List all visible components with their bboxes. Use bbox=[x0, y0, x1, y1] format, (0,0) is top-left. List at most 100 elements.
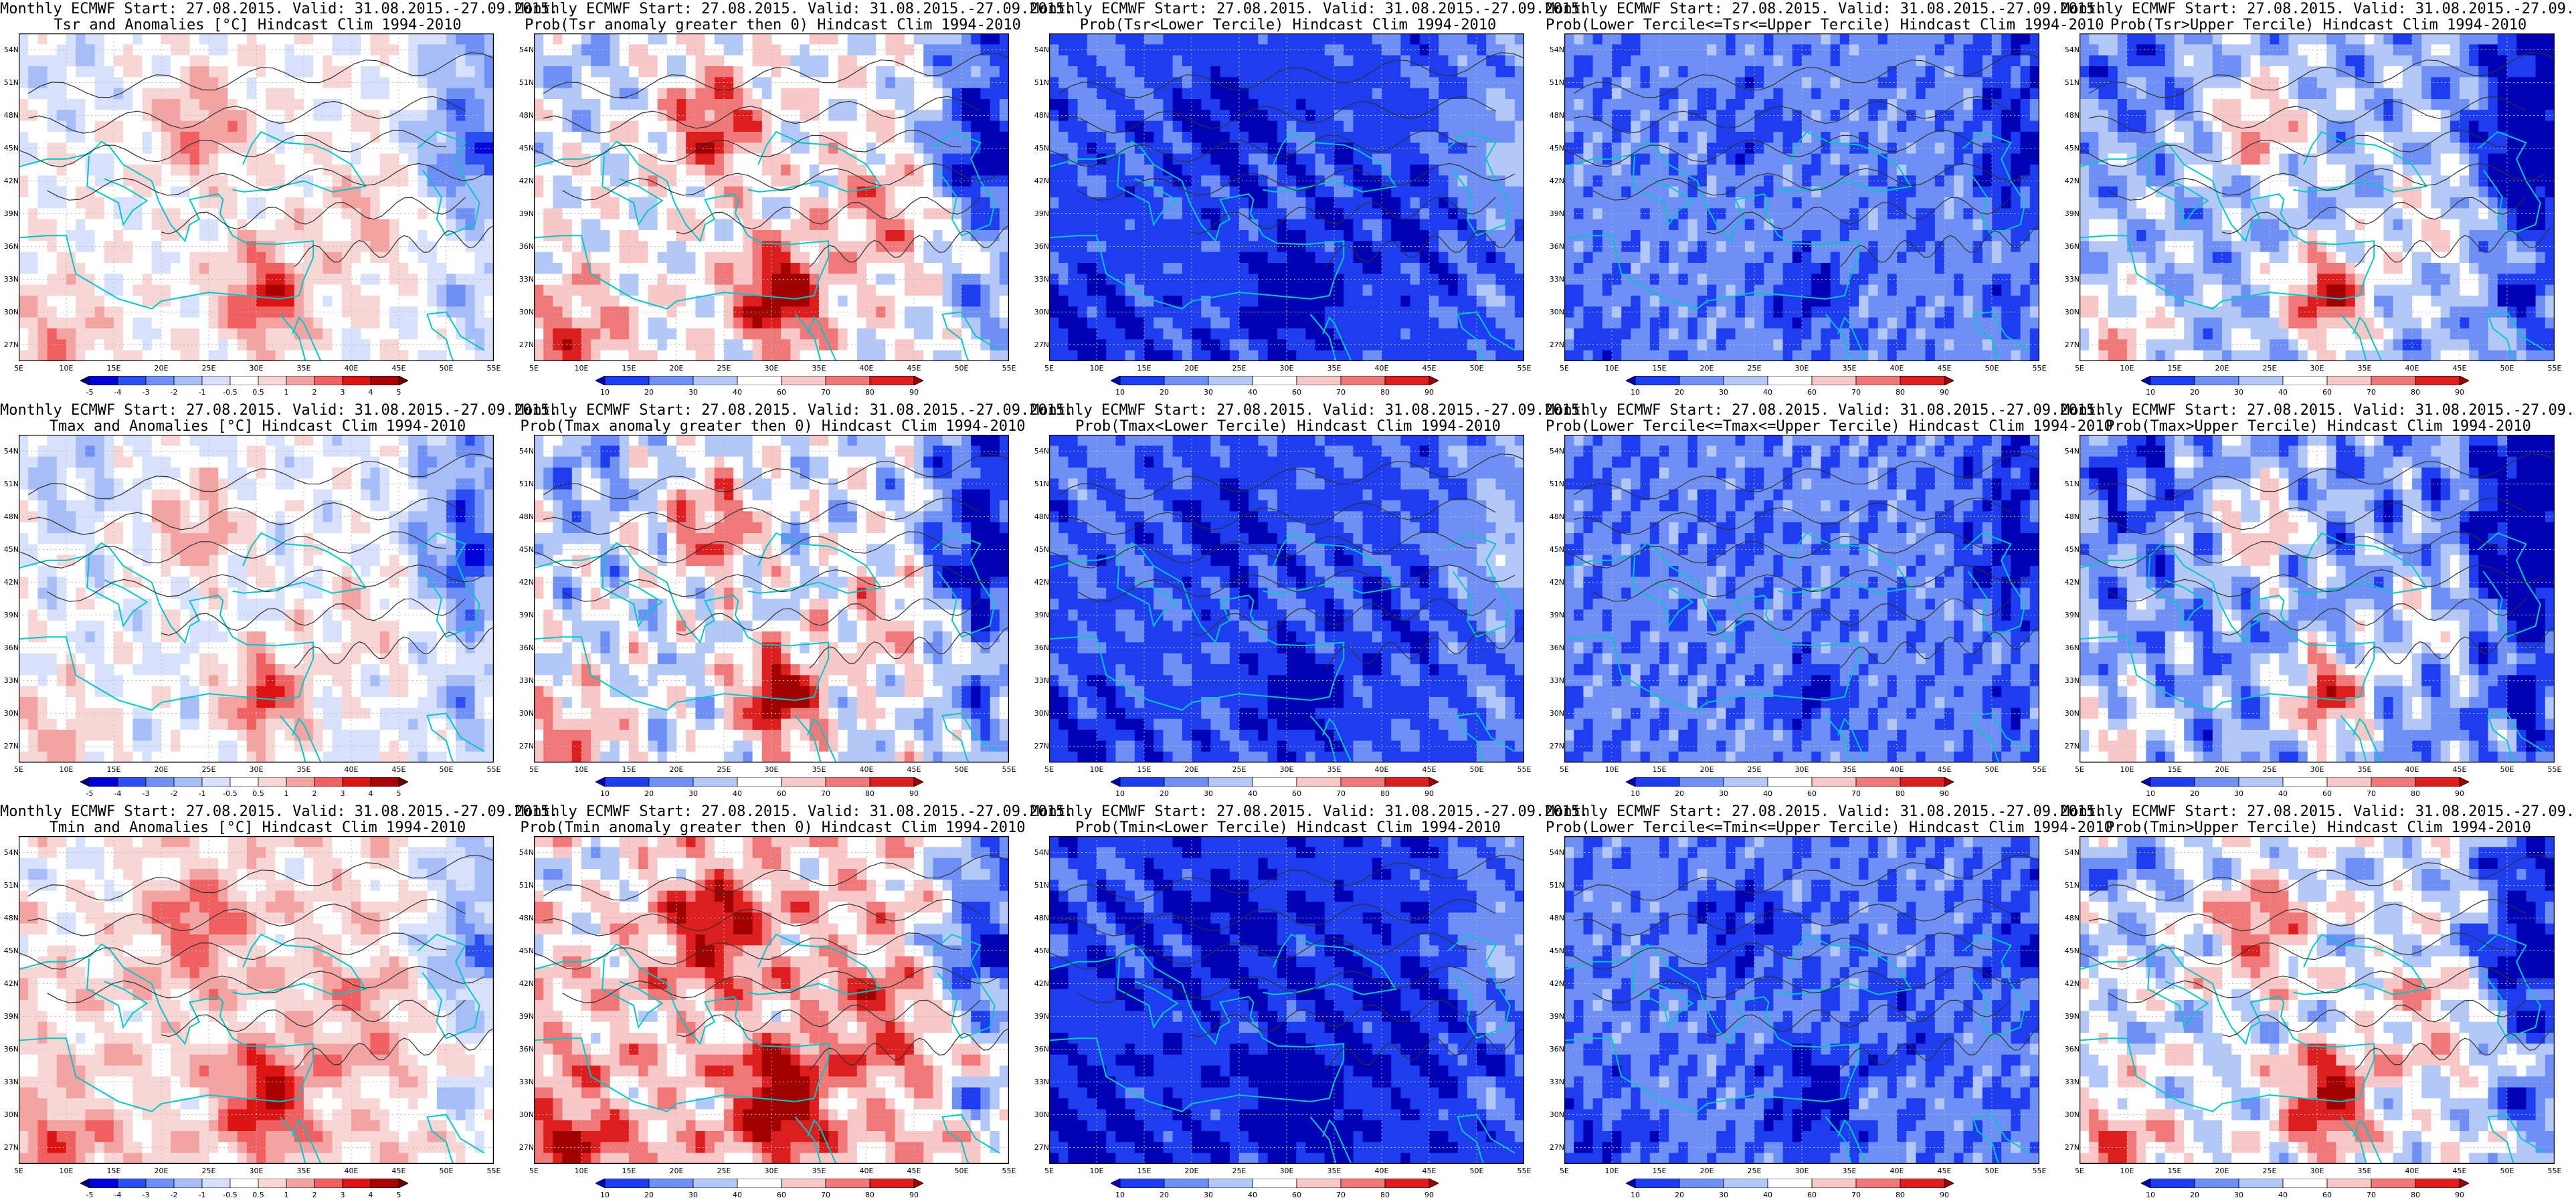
heatmap-cell bbox=[427, 55, 438, 67]
heatmap-cell bbox=[114, 33, 124, 45]
heatmap-cell bbox=[2020, 66, 2031, 78]
heatmap-cell bbox=[379, 317, 390, 329]
heatmap-cell bbox=[446, 197, 456, 209]
heatmap-cell bbox=[1059, 165, 1069, 176]
heatmap-cell bbox=[961, 306, 972, 318]
heatmap-cell bbox=[838, 296, 848, 307]
heatmap-cell bbox=[1154, 230, 1164, 241]
heatmap-cell bbox=[600, 350, 611, 361]
heatmap-cell bbox=[686, 88, 696, 100]
heatmap-cell bbox=[189, 284, 200, 296]
heatmap-cell bbox=[971, 197, 981, 209]
heatmap-cell bbox=[418, 241, 428, 253]
heatmap-cell bbox=[1334, 219, 1344, 231]
heatmap-cell bbox=[885, 110, 896, 122]
heatmap-cell bbox=[800, 317, 810, 329]
heatmap-cell bbox=[743, 350, 753, 361]
heatmap-cell bbox=[123, 328, 133, 340]
heatmap-cell bbox=[399, 208, 409, 220]
heatmap-cell bbox=[1296, 120, 1306, 132]
heatmap-cell bbox=[304, 317, 314, 329]
y-tick-label: 27N bbox=[515, 340, 534, 349]
heatmap-cell bbox=[47, 252, 58, 264]
heatmap-cell bbox=[446, 208, 456, 220]
heatmap-cell bbox=[951, 317, 962, 329]
heatmap-cell bbox=[990, 252, 1000, 264]
heatmap-cell bbox=[761, 328, 772, 340]
heatmap-cell bbox=[418, 306, 428, 318]
heatmap-cell bbox=[629, 230, 639, 241]
heatmap-cell bbox=[351, 328, 361, 340]
heatmap-cell bbox=[1277, 153, 1287, 165]
colorbar-svg bbox=[1111, 376, 1439, 385]
heatmap-cell bbox=[37, 241, 48, 253]
map-svg bbox=[534, 33, 1009, 361]
heatmap-cell bbox=[1439, 317, 1449, 329]
heatmap-cell bbox=[1764, 33, 1774, 45]
heatmap-cell bbox=[484, 197, 494, 209]
heatmap-cell bbox=[266, 77, 276, 89]
heatmap-cell bbox=[332, 263, 343, 274]
heatmap-cell bbox=[256, 120, 266, 132]
y-tick-label: 39N bbox=[515, 209, 534, 218]
heatmap-cell bbox=[1068, 219, 1079, 231]
heatmap-cell bbox=[828, 252, 838, 264]
heatmap-cell bbox=[418, 208, 428, 220]
heatmap-cell bbox=[1495, 328, 1506, 340]
heatmap-cell bbox=[1419, 99, 1430, 110]
heatmap-cell bbox=[294, 33, 304, 45]
heatmap-cell bbox=[1583, 77, 1594, 89]
heatmap-cell bbox=[638, 186, 648, 198]
heatmap-cell bbox=[581, 186, 591, 198]
heatmap-cell bbox=[1448, 339, 1459, 351]
heatmap-cell bbox=[151, 306, 162, 318]
heatmap-cell bbox=[379, 263, 390, 274]
heatmap-cell bbox=[724, 44, 734, 56]
heatmap-cell bbox=[1182, 350, 1192, 361]
heatmap-cell bbox=[1477, 296, 1487, 307]
heatmap-cell bbox=[484, 33, 494, 45]
heatmap-cell bbox=[895, 230, 905, 241]
heatmap-cell bbox=[474, 263, 485, 274]
heatmap-cell bbox=[838, 230, 848, 241]
heatmap-cell bbox=[961, 99, 972, 110]
y-tick-label: 33N bbox=[1030, 275, 1049, 284]
heatmap-cell bbox=[104, 252, 114, 264]
heatmap-cell bbox=[914, 153, 924, 165]
colorbar-tick-label: 5 bbox=[389, 388, 409, 397]
heatmap-cell bbox=[151, 284, 162, 296]
heatmap-cell bbox=[1344, 44, 1354, 56]
heatmap-cell bbox=[885, 241, 896, 253]
heatmap-cell bbox=[1353, 339, 1364, 351]
heatmap-cell bbox=[1448, 153, 1459, 165]
heatmap-cell bbox=[1391, 350, 1401, 361]
heatmap-cell bbox=[1077, 306, 1088, 318]
colorbar-swatch bbox=[89, 376, 118, 385]
heatmap-cell bbox=[933, 33, 943, 45]
heatmap-cell bbox=[1267, 33, 1278, 45]
heatmap-cell bbox=[648, 55, 658, 67]
heatmap-cell bbox=[1362, 339, 1373, 351]
heatmap-cell bbox=[189, 110, 200, 122]
heatmap-cell bbox=[151, 197, 162, 209]
heatmap-cell bbox=[942, 33, 953, 45]
heatmap-cell bbox=[1477, 306, 1487, 318]
heatmap-cell bbox=[1362, 306, 1373, 318]
heatmap-cell bbox=[1172, 296, 1183, 307]
heatmap-cell bbox=[543, 328, 553, 340]
heatmap-cell bbox=[1249, 274, 1259, 286]
heatmap-cell bbox=[161, 252, 171, 264]
heatmap-cell bbox=[933, 219, 943, 231]
heatmap-cell bbox=[361, 66, 371, 78]
heatmap-cell bbox=[446, 252, 456, 264]
heatmap-cell bbox=[1419, 230, 1430, 241]
heatmap-cell bbox=[571, 165, 582, 176]
heatmap-cell bbox=[370, 99, 381, 110]
heatmap-cell bbox=[123, 55, 133, 67]
heatmap-cell bbox=[389, 296, 399, 307]
heatmap-cell bbox=[591, 55, 601, 67]
heatmap-cell bbox=[161, 99, 171, 110]
heatmap-cell bbox=[399, 55, 409, 67]
x-tick-label: 45E bbox=[904, 364, 924, 373]
heatmap-cell bbox=[553, 306, 563, 318]
